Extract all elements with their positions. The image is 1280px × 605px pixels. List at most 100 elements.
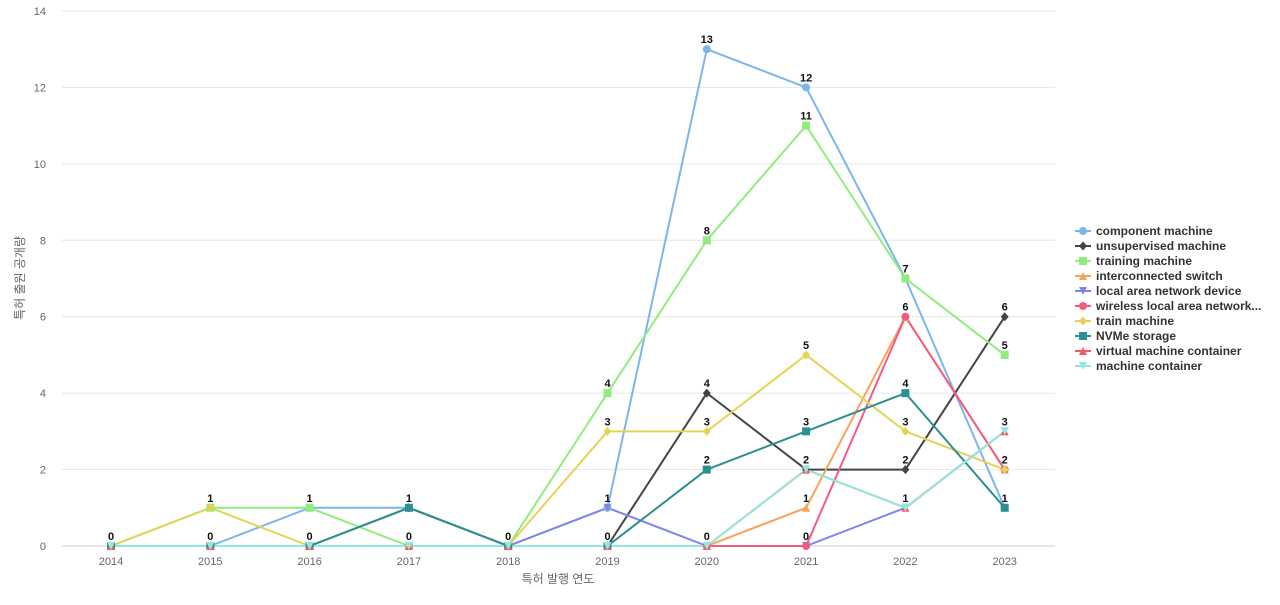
data-point bbox=[702, 45, 711, 54]
x-tick-label: 2015 bbox=[198, 556, 222, 568]
y-axis-title: 특허 출원 공개량 bbox=[13, 236, 27, 320]
data-point bbox=[901, 389, 910, 398]
series-line bbox=[111, 315, 1006, 547]
data-label: 0 bbox=[307, 531, 313, 543]
legend-item[interactable]: wireless local area network... bbox=[1075, 299, 1261, 313]
data-point bbox=[901, 274, 910, 283]
series-markers bbox=[107, 45, 1009, 551]
x-tick-label: 2016 bbox=[297, 556, 321, 568]
data-label: 1 bbox=[803, 493, 809, 505]
legend-label: wireless local area network... bbox=[1095, 299, 1261, 313]
data-label: 0 bbox=[108, 531, 114, 543]
x-tick-label: 2018 bbox=[496, 556, 520, 568]
legend-label: training machine bbox=[1096, 254, 1192, 268]
legend-item[interactable]: train machine bbox=[1075, 314, 1174, 328]
series-lines bbox=[110, 48, 1006, 547]
data-label: 4 bbox=[704, 378, 711, 390]
legend-marker bbox=[1079, 362, 1087, 370]
data-point bbox=[404, 542, 413, 550]
legend-item[interactable]: training machine bbox=[1075, 254, 1192, 268]
data-point bbox=[1000, 465, 1009, 475]
y-tick-label: 6 bbox=[40, 312, 46, 324]
legend-item[interactable]: component machine bbox=[1075, 224, 1213, 238]
data-point bbox=[702, 542, 711, 550]
data-point bbox=[504, 542, 513, 550]
x-tick-label: 2022 bbox=[893, 556, 917, 568]
legend-item[interactable]: local area network device bbox=[1075, 284, 1242, 298]
x-axis-title: 특허 발행 연도 bbox=[522, 571, 595, 586]
data-label: 0 bbox=[604, 531, 610, 543]
series-line bbox=[110, 353, 1006, 547]
legend-item[interactable]: machine container bbox=[1075, 359, 1202, 373]
data-point bbox=[603, 542, 612, 550]
legend-marker bbox=[1079, 347, 1087, 355]
data-point bbox=[206, 542, 215, 550]
data-label: 1 bbox=[1002, 493, 1008, 505]
data-point bbox=[1000, 427, 1009, 436]
legend-marker bbox=[1079, 316, 1087, 326]
legend-label: train machine bbox=[1096, 314, 1174, 328]
data-point bbox=[1000, 350, 1009, 359]
legend-label: local area network device bbox=[1096, 284, 1242, 298]
legend-item[interactable]: NVMe storage bbox=[1075, 329, 1176, 343]
x-tick-label: 2020 bbox=[695, 556, 719, 568]
data-label: 1 bbox=[604, 493, 610, 505]
data-point bbox=[901, 312, 910, 321]
data-label: 6 bbox=[902, 302, 908, 314]
data-point bbox=[1000, 503, 1009, 512]
data-label: 1 bbox=[207, 493, 213, 505]
legend-label: component machine bbox=[1096, 224, 1213, 238]
y-tick-label: 10 bbox=[34, 159, 46, 171]
x-tick-label: 2019 bbox=[595, 556, 619, 568]
data-point bbox=[702, 388, 711, 398]
data-point bbox=[802, 83, 811, 92]
grid-lines bbox=[62, 10, 1055, 547]
data-label: 3 bbox=[803, 416, 809, 428]
data-point bbox=[305, 503, 314, 512]
legend-label: virtual machine container bbox=[1096, 344, 1242, 358]
x-tick-label: 2014 bbox=[99, 556, 123, 568]
series-line bbox=[110, 124, 1006, 547]
data-point bbox=[107, 542, 115, 550]
data-label: 2 bbox=[1002, 455, 1008, 467]
legend-marker bbox=[1079, 227, 1087, 235]
data-point bbox=[603, 426, 612, 436]
data-label: 5 bbox=[803, 340, 809, 352]
data-point bbox=[901, 426, 910, 436]
data-label: 0 bbox=[803, 531, 809, 543]
legend-item[interactable]: interconnected switch bbox=[1075, 269, 1223, 283]
data-point bbox=[802, 121, 811, 130]
data-point bbox=[603, 389, 612, 398]
data-label: 11 bbox=[800, 111, 812, 123]
legend-marker bbox=[1079, 241, 1087, 251]
data-label: 4 bbox=[902, 378, 909, 390]
data-label: 0 bbox=[406, 531, 412, 543]
legend-marker bbox=[1079, 287, 1087, 295]
data-label: 8 bbox=[704, 225, 710, 237]
data-label: 1 bbox=[902, 493, 908, 505]
data-point bbox=[901, 465, 910, 475]
data-label: 3 bbox=[902, 416, 908, 428]
y-tick-label: 12 bbox=[34, 82, 46, 94]
legend-label: interconnected switch bbox=[1096, 269, 1223, 283]
legend-item[interactable]: virtual machine container bbox=[1075, 344, 1242, 358]
legend-label: unsupervised machine bbox=[1096, 239, 1226, 253]
data-label: 2 bbox=[803, 455, 809, 467]
legend-item[interactable]: unsupervised machine bbox=[1075, 239, 1226, 253]
legend-marker bbox=[1079, 257, 1087, 265]
data-point bbox=[404, 503, 413, 512]
y-tick-label: 8 bbox=[40, 235, 46, 247]
x-tick-label: 2021 bbox=[794, 556, 818, 568]
legend-label: machine container bbox=[1096, 359, 1202, 373]
data-label: 5 bbox=[1002, 340, 1008, 352]
data-point bbox=[305, 542, 314, 550]
data-label: 3 bbox=[704, 416, 710, 428]
data-label: 0 bbox=[505, 531, 511, 543]
data-label: 3 bbox=[1002, 416, 1008, 428]
data-point bbox=[802, 427, 811, 436]
data-label: 4 bbox=[604, 378, 611, 390]
data-point bbox=[702, 426, 711, 436]
data-label: 12 bbox=[800, 72, 812, 84]
data-point bbox=[802, 465, 811, 474]
